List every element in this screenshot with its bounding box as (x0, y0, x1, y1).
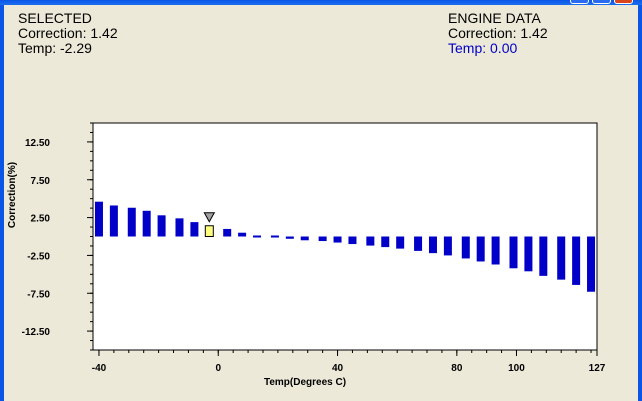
chart-bar[interactable] (539, 236, 548, 276)
selected-info-panel: SELECTED Correction: 1.42 Temp: -2.29 (18, 11, 118, 56)
chart-bar[interactable] (509, 236, 518, 269)
y-tick-label: 12.50 (25, 138, 50, 149)
x-tick-label: -40 (92, 363, 107, 374)
x-tick-labels: -40 0 40 80 100 127 (92, 363, 606, 374)
selected-marker-triangle[interactable] (203, 212, 216, 223)
selected-heading: SELECTED (18, 10, 92, 26)
axis-ticks (87, 122, 598, 356)
chart-bar[interactable] (300, 236, 309, 241)
chart-bar[interactable] (428, 236, 437, 254)
y-tick-label: 7.50 (31, 176, 51, 187)
chart-bar[interactable] (491, 236, 500, 265)
y-tick-label: 2.50 (31, 214, 51, 225)
chart-bar[interactable] (318, 236, 327, 242)
close-button[interactable] (614, 0, 633, 4)
chart-bar[interactable] (381, 236, 390, 248)
window-frame-right (638, 5, 642, 401)
maximize-button[interactable] (592, 0, 611, 4)
y-tick-label: -7.50 (27, 289, 50, 300)
chart-bar[interactable] (157, 215, 166, 237)
bar-series (94, 201, 596, 292)
chart-bar[interactable] (557, 236, 566, 280)
y-tick-labels: 12.50 7.50 2.50 -2.50 -7.50 -12.50 (22, 138, 51, 338)
chart-bar[interactable] (285, 236, 294, 239)
selected-temperature-marker[interactable] (203, 212, 216, 223)
chart-bar[interactable] (587, 236, 596, 292)
chart-bar[interactable] (396, 236, 405, 249)
x-tick-label: 80 (451, 363, 463, 374)
engine-data-panel: ENGINE DATA Correction: 1.42 Temp: 0.00 (448, 11, 548, 56)
x-tick-label: 0 (215, 363, 221, 374)
minimize-button[interactable] (570, 0, 589, 4)
x-tick-label: 127 (589, 363, 606, 374)
chart-bar[interactable] (461, 236, 470, 259)
chart-bar[interactable] (253, 235, 262, 238)
y-tick-label: -2.50 (27, 251, 50, 262)
chart-bar[interactable] (190, 222, 199, 237)
chart-bar[interactable] (333, 236, 342, 243)
engine-temp: Temp: 0.00 (448, 40, 518, 56)
plot-area (92, 122, 598, 351)
chart-bar[interactable] (524, 236, 533, 272)
chart-bar[interactable] (94, 201, 103, 237)
window-titlebar (0, 0, 642, 5)
chart-bar[interactable] (223, 228, 232, 237)
chart-bar[interactable] (127, 207, 136, 237)
selected-bar[interactable] (204, 225, 214, 238)
chart-bar[interactable] (572, 236, 581, 285)
chart-bar[interactable] (142, 210, 151, 237)
x-axis-title: Temp(Degrees C) (264, 377, 346, 388)
chart-bar[interactable] (109, 205, 118, 237)
chart-bar[interactable] (443, 236, 452, 256)
engine-correction: Correction: 1.42 (448, 25, 548, 41)
y-tick-label: -12.50 (22, 327, 51, 338)
chart-bar[interactable] (238, 232, 247, 237)
x-tick-label: 100 (508, 363, 525, 374)
chart-bar[interactable] (270, 235, 279, 238)
chart-bar[interactable] (175, 218, 184, 237)
engine-heading: ENGINE DATA (448, 10, 541, 26)
chart-bar[interactable] (366, 236, 375, 246)
selected-correction: Correction: 1.42 (18, 25, 118, 41)
selected-temp: Temp: -2.29 (18, 40, 92, 56)
x-tick-label: 40 (332, 363, 344, 374)
chart-bar[interactable] (476, 236, 485, 262)
chart-bar[interactable] (348, 236, 357, 245)
chart-bar[interactable] (414, 236, 423, 251)
y-axis-title: Correction(%) (7, 162, 18, 228)
window-frame-left (0, 5, 4, 401)
